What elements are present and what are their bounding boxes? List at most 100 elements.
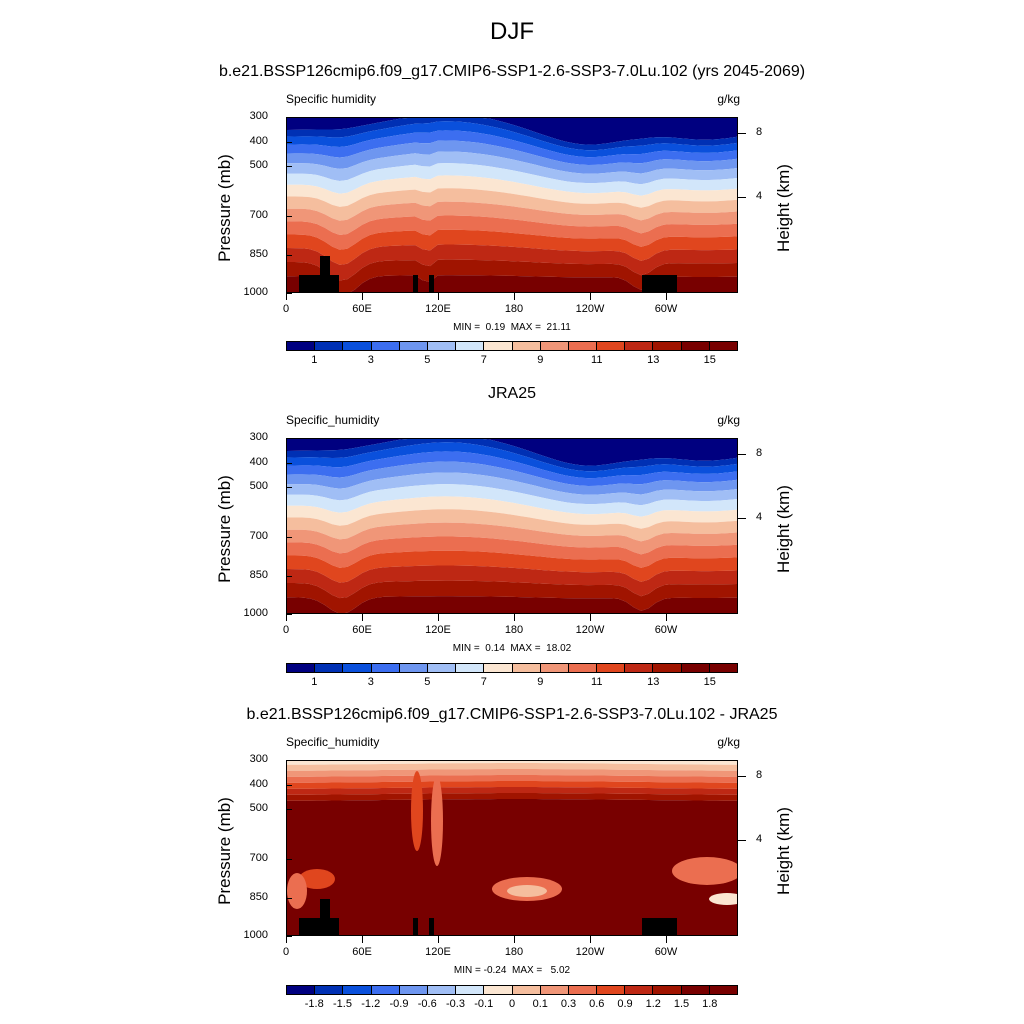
contour-band — [287, 140, 737, 174]
pressure-tick-label: 400 — [249, 778, 268, 790]
pressure-tick-label: 850 — [249, 569, 268, 581]
height-tick-label: 8 — [756, 447, 763, 459]
contour-band — [287, 201, 737, 235]
pressure-tick-label: 1000 — [243, 286, 268, 298]
longitude-tick-label: 180 — [504, 303, 524, 315]
contour-band — [287, 151, 737, 185]
panel-3-variable: Specific_humidity — [286, 735, 380, 749]
longitude-tick-mark — [286, 936, 287, 943]
colorbar-swatch — [681, 664, 710, 672]
colorbar-swatch — [287, 664, 316, 672]
colorbar-label: -1.8 — [304, 998, 324, 1010]
topography-mask — [642, 275, 677, 292]
panel-3-colorbar — [286, 985, 738, 995]
contour-band — [287, 461, 737, 495]
pressure-tick-mark — [286, 898, 292, 899]
contour-band — [287, 259, 737, 292]
pressure-tick-mark — [286, 537, 292, 538]
height-tick-label: 8 — [756, 769, 763, 781]
longitude-tick-label: 60E — [352, 946, 372, 958]
height-tick-mark — [738, 518, 746, 519]
pressure-tick-mark — [286, 255, 292, 256]
longitude-tick-mark — [438, 293, 439, 300]
colorbar-swatch — [597, 664, 626, 672]
height-tick-mark — [738, 454, 746, 455]
colorbar-swatch — [399, 664, 428, 672]
contour-band — [287, 472, 737, 506]
colorbar-label: -1.5 — [333, 998, 352, 1010]
longitude-tick-label: 60W — [654, 946, 678, 958]
colorbar-swatch — [625, 664, 654, 672]
longitude-tick-mark — [514, 293, 515, 300]
colorbar-swatch — [568, 664, 598, 672]
contour-band — [287, 188, 737, 221]
topography-mask — [642, 918, 677, 935]
panel-1-plot — [286, 117, 738, 293]
longitude-tick-label: 120E — [425, 946, 451, 958]
colorbar-label: 7 — [480, 354, 487, 366]
panel-2-colorbar — [286, 663, 738, 673]
colorbar-swatch — [287, 342, 316, 350]
contour-band — [287, 763, 737, 771]
colorbar-label: 0 — [508, 998, 516, 1010]
colorbar-swatch — [456, 342, 485, 350]
panel-1-units: g/kg — [717, 92, 740, 106]
colorbar-label: 0.1 — [532, 998, 548, 1010]
longitude-tick-label: 0 — [282, 303, 290, 315]
panel-1-colorbar — [286, 341, 738, 351]
contour-band — [287, 275, 737, 292]
colorbar-swatch — [653, 664, 682, 672]
colorbar-swatch — [456, 664, 485, 672]
contour-band — [287, 484, 737, 517]
contour-band — [287, 775, 737, 783]
colorbar-swatch — [512, 342, 541, 350]
colorbar-swatch — [456, 986, 485, 994]
contour-band — [287, 536, 737, 568]
longitude-tick-label: 0 — [282, 624, 290, 636]
longitude-tick-label: 120E — [425, 303, 451, 315]
longitude-tick-mark — [362, 936, 363, 943]
longitude-tick-label: 0 — [282, 946, 290, 958]
height-tick-label: 4 — [756, 190, 763, 202]
pressure-tick-mark — [286, 438, 292, 439]
longitude-tick-mark — [666, 936, 667, 943]
panel-1-contour — [287, 118, 737, 292]
height-tick-mark — [738, 776, 746, 777]
colorbar-swatch — [287, 986, 316, 994]
colorbar-label: 0.9 — [617, 998, 633, 1010]
colorbar-swatch — [512, 986, 541, 994]
colorbar-label: 0.6 — [589, 998, 605, 1010]
longitude-tick-label: 60E — [352, 303, 372, 315]
longitude-tick-label: 60W — [654, 303, 678, 315]
colorbar-swatch — [343, 986, 372, 994]
longitude-tick-label: 60W — [654, 624, 678, 636]
pressure-tick-label: 300 — [249, 753, 268, 765]
longitude-tick-label: 120W — [575, 624, 605, 636]
pressure-tick-label: 700 — [249, 852, 268, 864]
panel-1-variable: Specific humidity — [286, 92, 377, 106]
longitude-tick-label: 180 — [504, 946, 524, 958]
colorbar-swatch — [427, 986, 457, 994]
pressure-tick-label: 1000 — [243, 929, 268, 941]
contour-band — [287, 215, 737, 250]
topography-mask — [320, 256, 330, 276]
longitude-tick-mark — [438, 936, 439, 943]
longitude-tick-mark — [286, 293, 287, 300]
colorbar-swatch — [427, 664, 457, 672]
pressure-tick-mark — [286, 809, 292, 810]
longitude-tick-mark — [438, 614, 439, 621]
contour-lobe — [287, 873, 307, 909]
contour-band — [287, 799, 737, 935]
colorbar-swatch — [597, 342, 626, 350]
topography-mask — [413, 918, 418, 935]
colorbar-label: 3 — [367, 354, 374, 366]
pressure-tick-label: 400 — [249, 135, 268, 147]
colorbar-swatch — [568, 986, 598, 994]
contour-band — [287, 565, 737, 599]
longitude-tick-label: 120W — [575, 303, 605, 315]
contour-band — [287, 121, 737, 158]
pressure-tick-label: 500 — [249, 159, 268, 171]
contour-band — [287, 596, 737, 613]
pressure-tick-mark — [286, 166, 292, 167]
contour-band — [287, 793, 737, 801]
